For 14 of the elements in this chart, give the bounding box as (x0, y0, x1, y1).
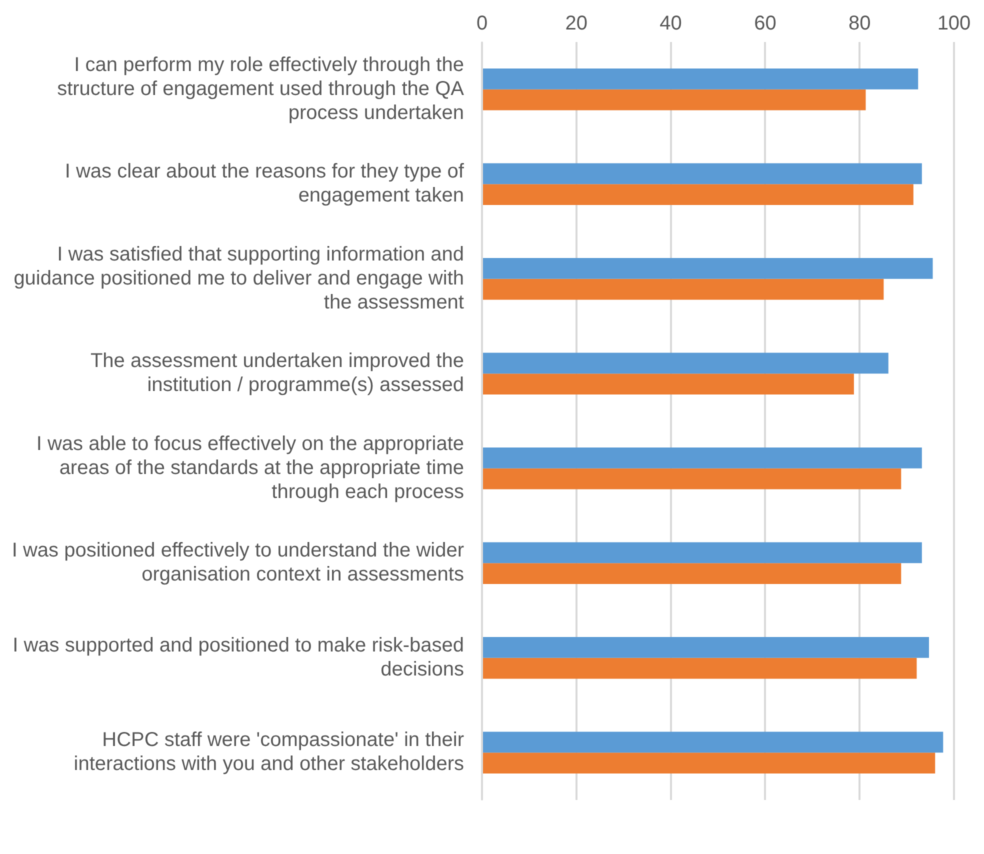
x-tick-label: 60 (754, 12, 776, 35)
x-tick-label: 100 (937, 12, 971, 35)
x-tick-label: 40 (660, 12, 682, 35)
x-tick-label: 20 (565, 12, 588, 35)
y-tick-label: I was positioned effectively to understand the wider organisation context in assessments (12, 540, 464, 586)
y-tick-label: I was supported and positioned to make risk-based decisions (12, 634, 464, 680)
y-tick-label: The assessment undertaken improved the institution / programme(s) assessed (90, 350, 464, 396)
y-tick-label: I was satisfied that supporting information and guidance positioned me to deliver and engage with the assessment (14, 243, 464, 314)
y-tick-label: HCPC staff were 'compassionate' in their interactions with you and other stakeholders (74, 729, 464, 776)
y-tick-label: I was able to focus effectively on the appropriate areas of the standards at the appropriate time through each process (36, 432, 464, 503)
y-tick-label: I can perform my role effectively through the structure of engagement used through the QA process undertaken (57, 54, 465, 124)
x-tick-label: 0 (476, 12, 488, 35)
y-tick-label: I was clear about the reasons for they type of engagement taken (64, 160, 464, 207)
x-tick-label: 80 (848, 12, 871, 35)
